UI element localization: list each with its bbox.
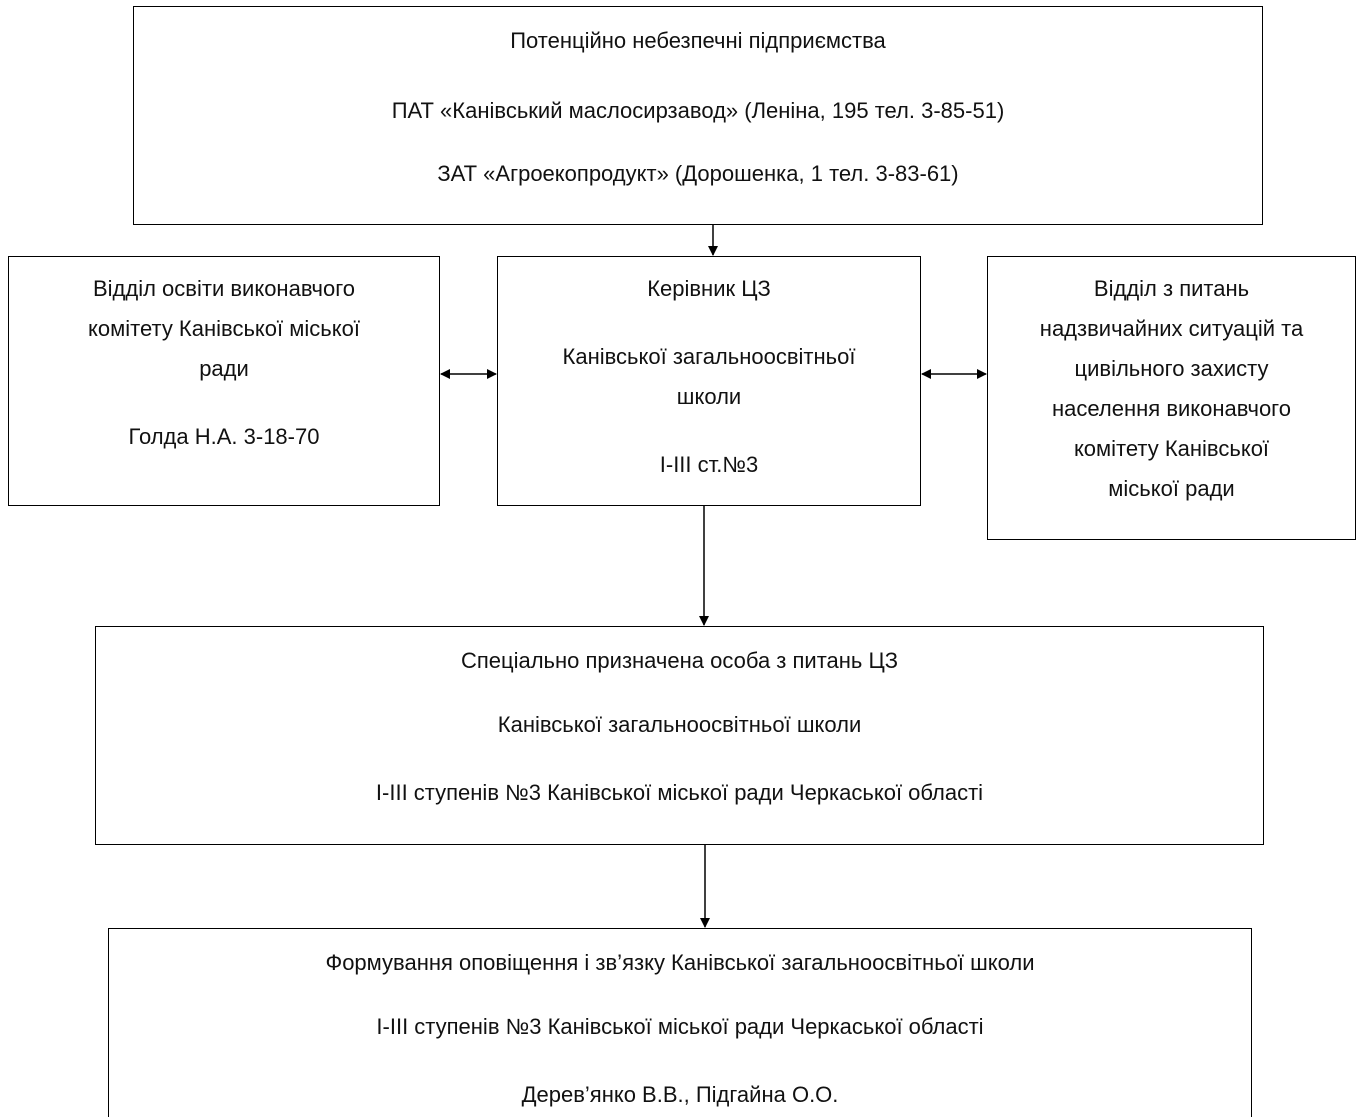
education-department-contact: Голда Н.А. 3-18-70 [128,424,320,449]
designated-person-title: Спеціально призначена особа з питань ЦЗ [460,648,899,673]
hazardous-enterprises-box: Потенційно небезпечні підприємства ПАТ «… [133,6,1263,225]
emergency-department-line-5: комітету Канівської [1073,436,1270,461]
emergency-department-line-6: міської ради [1108,476,1235,501]
education-department-line-3: ради [199,356,249,381]
enterprise-1: ПАТ «Канівський маслосирзавод» (Леніна, … [391,98,1005,123]
civil-defense-head-line-3: школи [676,384,742,409]
hazardous-enterprises-title: Потенційно небезпечні підприємства [510,28,886,53]
notification-unit-title: Формування оповіщення і зв’язку Канівськ… [325,950,1035,975]
emergency-department-box: Відділ з питань надзвичайних ситуацій та… [987,256,1356,540]
education-department-box: Відділ освіти виконавчого комітету Канів… [8,256,440,506]
civil-defense-head-line-4: І-ІІІ ст.№3 [659,452,759,477]
civil-defense-head-line-2: Канівської загальноосвітньої [562,344,856,369]
emergency-department-line-3: цивільного захисту [1074,356,1269,381]
civil-defense-head-box: Керівник ЦЗ Канівської загальноосвітньої… [497,256,921,506]
notification-unit-line-3: Дерев’янко В.В., Підгайна О.О. [521,1082,839,1107]
designated-person-line-3: І-ІІІ ступенів №3 Канівської міської рад… [375,780,984,805]
designated-person-line-2: Канівської загальноосвітньої школи [497,712,862,737]
enterprise-2: ЗАТ «Агроекопродукт» (Дорошенка, 1 тел. … [437,161,959,186]
civil-defense-head-title: Керівник ЦЗ [647,276,771,301]
emergency-department-line-2: надзвичайних ситуацій та [1039,316,1304,341]
designated-person-box: Спеціально призначена особа з питань ЦЗ … [95,626,1264,845]
notification-unit-box: Формування оповіщення і зв’язку Канівськ… [108,928,1252,1117]
notification-unit-line-2: І-ІІІ ступенів №3 Канівської міської рад… [376,1014,984,1039]
education-department-line-2: комітету Канівської міської [88,316,360,341]
emergency-department-line-1: Відділ з питань [1093,276,1250,301]
education-department-line-1: Відділ освіти виконавчого [92,276,355,301]
emergency-department-line-4: населення виконавчого [1052,396,1291,421]
